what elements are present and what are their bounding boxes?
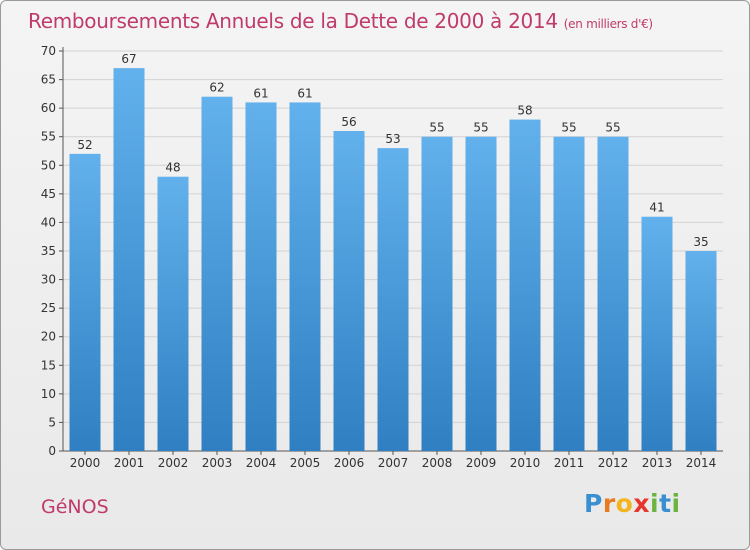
bar bbox=[685, 251, 717, 451]
bar-value-label: 55 bbox=[561, 121, 576, 135]
y-tick-label: 15 bbox=[41, 358, 56, 372]
chart-title: Remboursements Annuels de la Dette de 20… bbox=[28, 9, 653, 33]
bar bbox=[597, 136, 629, 451]
x-tick-label: 2004 bbox=[246, 456, 277, 470]
bar bbox=[245, 102, 277, 451]
logo-letter: x bbox=[633, 489, 650, 518]
y-tick-label: 35 bbox=[41, 244, 56, 258]
bar-value-label: 55 bbox=[473, 121, 488, 135]
bar-value-label: 53 bbox=[385, 132, 400, 146]
y-tick-label: 65 bbox=[41, 73, 56, 87]
logo-letter: i bbox=[650, 489, 660, 518]
commune-name: GéNOS bbox=[41, 496, 109, 518]
x-tick-label: 2011 bbox=[554, 456, 585, 470]
x-tick-label: 2006 bbox=[334, 456, 365, 470]
bar-value-label: 61 bbox=[297, 86, 312, 100]
bar-value-label: 48 bbox=[165, 161, 180, 175]
bar-value-label: 41 bbox=[649, 201, 664, 215]
bar bbox=[113, 68, 145, 452]
y-tick-label: 45 bbox=[41, 187, 56, 201]
logo-letter: i bbox=[671, 489, 681, 518]
bar bbox=[465, 136, 497, 451]
y-tick-label: 40 bbox=[41, 215, 56, 229]
bar bbox=[509, 119, 541, 452]
x-tick-label: 2012 bbox=[598, 456, 629, 470]
bar-value-label: 52 bbox=[77, 138, 92, 152]
y-tick-label: 70 bbox=[41, 44, 56, 58]
logo-letter: o bbox=[615, 489, 634, 518]
bar bbox=[377, 148, 409, 451]
bar-value-label: 62 bbox=[209, 81, 224, 95]
y-tick-label: 30 bbox=[41, 273, 56, 287]
x-tick-label: 2005 bbox=[290, 456, 321, 470]
x-tick-label: 2007 bbox=[378, 456, 409, 470]
bar-value-label: 61 bbox=[253, 86, 268, 100]
bar-value-label: 55 bbox=[429, 121, 444, 135]
logo-letter: P bbox=[584, 489, 603, 518]
x-tick-label: 2003 bbox=[202, 456, 233, 470]
y-tick-label: 55 bbox=[41, 130, 56, 144]
x-tick-label: 2000 bbox=[70, 456, 101, 470]
bar-value-label: 67 bbox=[121, 52, 136, 66]
bar bbox=[289, 102, 321, 451]
bar-value-label: 58 bbox=[517, 104, 532, 118]
y-tick-label: 20 bbox=[41, 330, 56, 344]
bar-value-label: 56 bbox=[341, 115, 356, 129]
proxiti-logo: Proxiti bbox=[584, 489, 681, 518]
logo-letter: r bbox=[602, 489, 616, 518]
y-tick-label: 25 bbox=[41, 301, 56, 315]
y-tick-label: 60 bbox=[41, 101, 56, 115]
x-tick-label: 2009 bbox=[466, 456, 497, 470]
logo-letter: t bbox=[659, 489, 672, 518]
bar bbox=[157, 176, 189, 451]
chart-subtitle: (en milliers d'€) bbox=[563, 17, 653, 31]
y-tick-label: 5 bbox=[48, 415, 56, 429]
x-tick-label: 2010 bbox=[510, 456, 541, 470]
bar-value-label: 35 bbox=[693, 235, 708, 249]
x-tick-label: 2002 bbox=[158, 456, 189, 470]
y-tick-label: 10 bbox=[41, 387, 56, 401]
x-tick-label: 2008 bbox=[422, 456, 453, 470]
x-tick-label: 2013 bbox=[642, 456, 673, 470]
bar bbox=[641, 216, 673, 451]
y-tick-label: 0 bbox=[48, 444, 56, 458]
x-tick-label: 2014 bbox=[686, 456, 717, 470]
bar bbox=[201, 96, 233, 451]
x-tick-label: 2001 bbox=[114, 456, 145, 470]
y-tick-label: 50 bbox=[41, 158, 56, 172]
bar bbox=[333, 131, 365, 451]
bar bbox=[69, 153, 101, 451]
bar bbox=[553, 136, 585, 451]
bar bbox=[421, 136, 453, 451]
bar-value-label: 55 bbox=[605, 121, 620, 135]
